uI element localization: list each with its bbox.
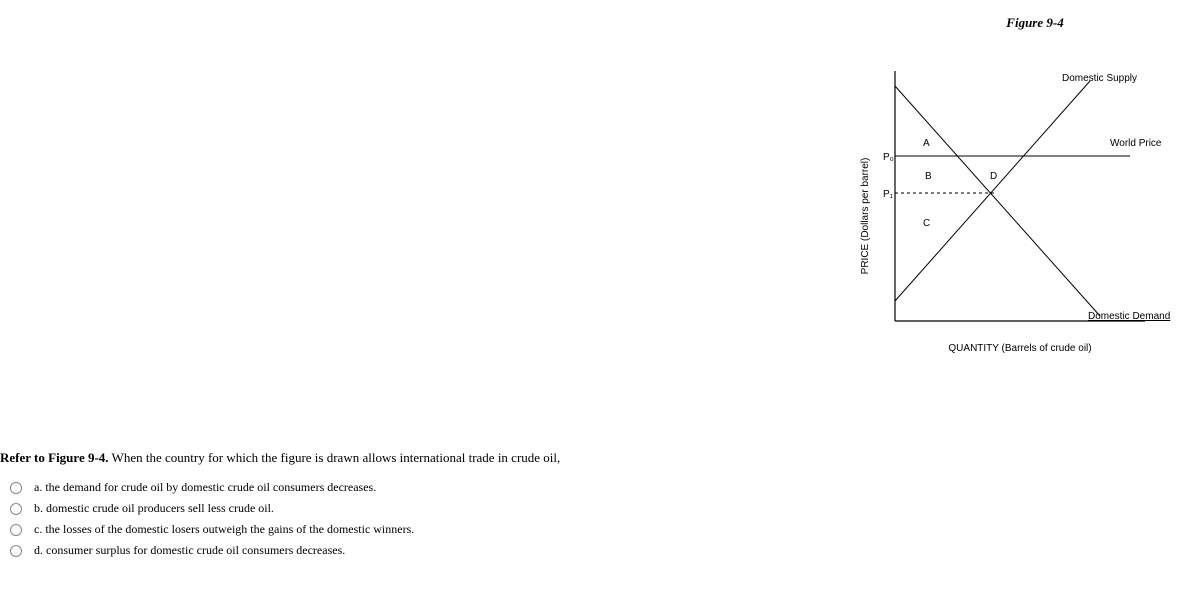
- supply-demand-chart: Domestic Supply Domestic Demand World Pr…: [850, 56, 1180, 376]
- radio-button[interactable]: [10, 482, 22, 494]
- y-axis-label: PRICE (Dollars per barrel): [860, 158, 871, 275]
- world-price-label: World Price: [1110, 138, 1162, 149]
- radio-button[interactable]: [10, 524, 22, 536]
- price-tick-p0: P₀: [883, 152, 894, 163]
- option-b-text: b. domestic crude oil producers sell les…: [34, 501, 274, 516]
- option-d-text: d. consumer surplus for domestic crude o…: [34, 543, 345, 558]
- option-d-row[interactable]: d. consumer surplus for domestic crude o…: [10, 543, 900, 558]
- region-label-d: D: [990, 171, 997, 182]
- radio-button[interactable]: [10, 545, 22, 557]
- demand-line: [895, 86, 1100, 316]
- price-tick-p1: P₁: [883, 189, 894, 200]
- question-prompt: Refer to Figure 9-4. When the country fo…: [0, 450, 900, 466]
- figure-region: Figure 9-4 Domestic Supply Domestic Dema…: [850, 15, 1190, 376]
- x-axis-label: QUANTITY (Barrels of crude oil): [948, 343, 1091, 354]
- question-region: Refer to Figure 9-4. When the country fo…: [0, 450, 900, 564]
- supply-line: [895, 81, 1090, 301]
- demand-label: Domestic Demand: [1088, 311, 1170, 322]
- supply-label: Domestic Supply: [1062, 73, 1137, 84]
- region-label-b: B: [925, 171, 932, 182]
- radio-button[interactable]: [10, 503, 22, 515]
- question-prompt-rest: When the country for which the figure is…: [109, 450, 561, 465]
- figure-title: Figure 9-4: [850, 15, 1190, 31]
- option-c-row[interactable]: c. the losses of the domestic losers out…: [10, 522, 900, 537]
- option-a-text: a. the demand for crude oil by domestic …: [34, 480, 376, 495]
- option-a-row[interactable]: a. the demand for crude oil by domestic …: [10, 480, 900, 495]
- option-c-text: c. the losses of the domestic losers out…: [34, 522, 414, 537]
- region-label-c: C: [923, 218, 930, 229]
- option-b-row[interactable]: b. domestic crude oil producers sell les…: [10, 501, 900, 516]
- region-label-a: A: [923, 138, 930, 149]
- question-prompt-bold: Refer to Figure 9-4.: [0, 450, 109, 465]
